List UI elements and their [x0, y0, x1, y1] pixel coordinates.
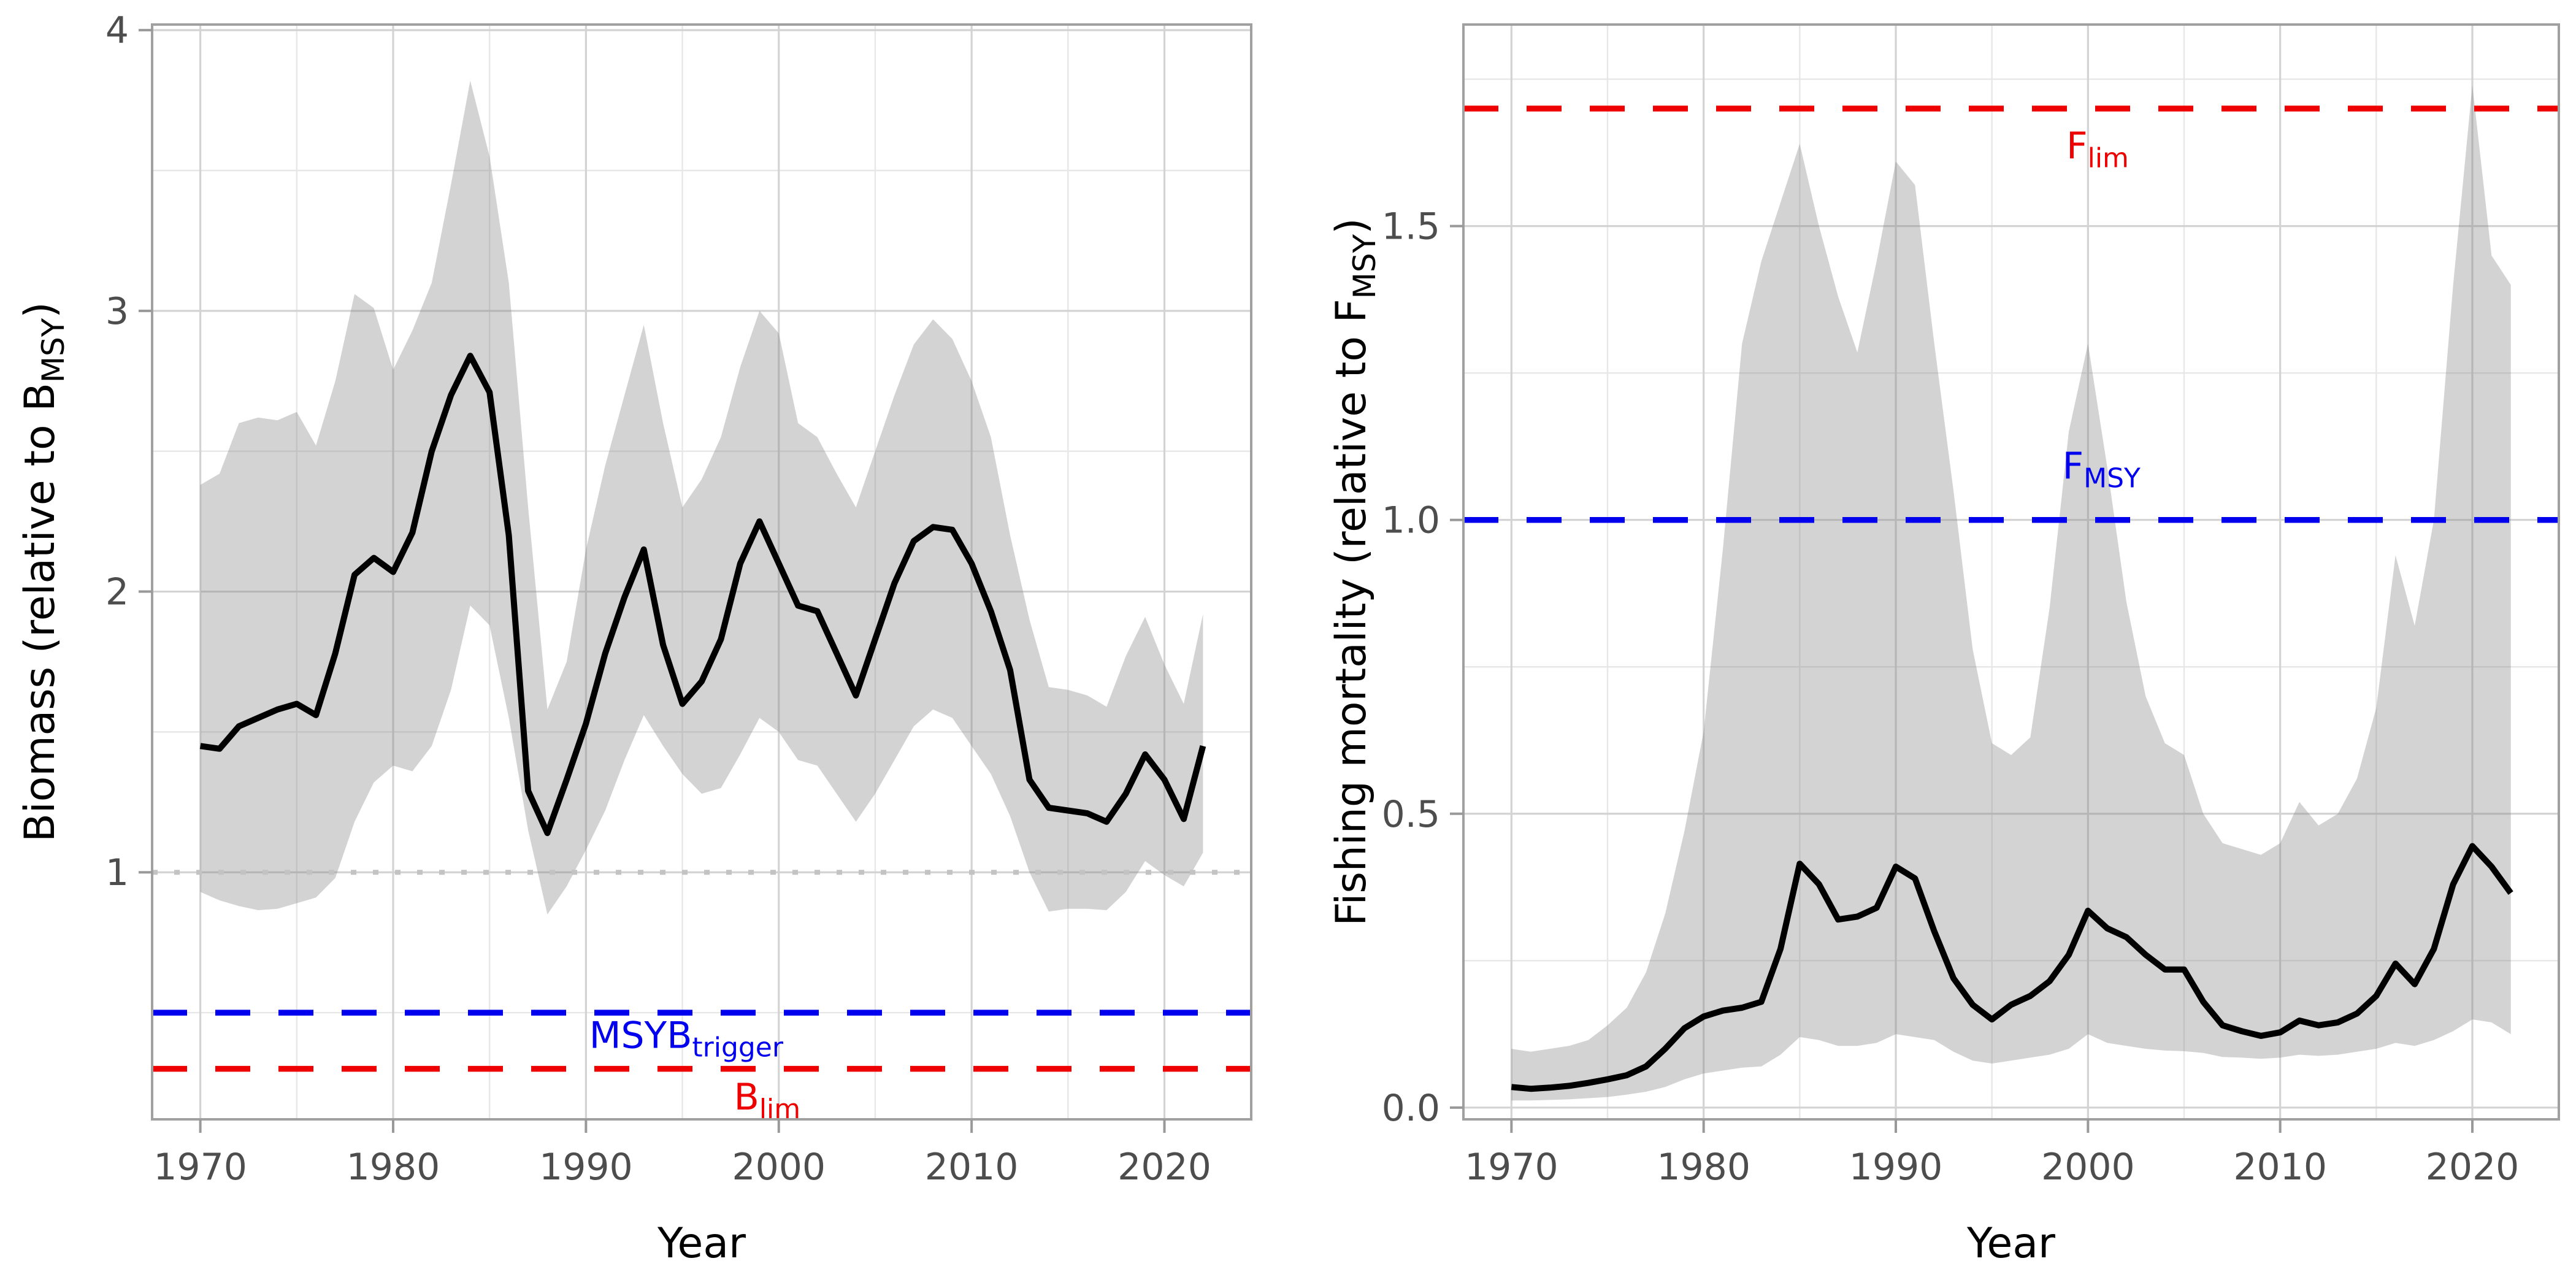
reference-label-FMSY: FMSY [2063, 445, 2141, 494]
y-tick-label: 0.0 [1382, 1087, 1440, 1130]
reference-label-MSYBtrigger: MSYBtrigger [589, 1014, 784, 1063]
x-tick-label: 2000 [2041, 1146, 2135, 1189]
panel-border [1462, 23, 2560, 1121]
y-axis-title: Fishing mortality (relative to FMSY) [1327, 218, 1382, 926]
x-tick-label: 2010 [925, 1146, 1019, 1189]
reference-label-Blim: Blim [734, 1076, 800, 1125]
x-axis-title: Year [657, 1219, 746, 1268]
x-tick-label: 1980 [347, 1146, 440, 1189]
x-tick-label: 2000 [732, 1146, 826, 1189]
x-tick-label: 1970 [1465, 1146, 1558, 1189]
x-tick-label: 2010 [2233, 1146, 2327, 1189]
x-axis-title: Year [1966, 1219, 2055, 1268]
x-tick-label: 1970 [153, 1146, 247, 1189]
y-tick-label: 0.5 [1382, 793, 1440, 836]
x-tick-label: 2020 [1117, 1146, 1211, 1189]
x-tick-label: 1990 [1849, 1146, 1943, 1189]
x-tick-label: 1990 [539, 1146, 633, 1189]
panel-border [151, 23, 1252, 1121]
fishing-mortality-panel: Flim FMSY 1970 1980 1990 2000 2010 2020 0.0 0.5 1.… [1327, 23, 2560, 1268]
y-tick-label: 1 [105, 851, 129, 894]
y-tick-label: 1.5 [1382, 205, 1440, 248]
y-tick-label: 2 [105, 571, 129, 614]
x-tick-label: 1980 [1657, 1146, 1750, 1189]
biomass-panel: MSYBtrigger Blim 1970 1980 1990 2000 2010 2020 1… [16, 9, 1252, 1268]
median-line [1511, 843, 2513, 1092]
y-tick-label: 4 [105, 9, 129, 52]
y-tick-label: 3 [105, 290, 129, 333]
confidence-ribbon [200, 80, 1203, 914]
y-tick-label: 1.0 [1382, 499, 1440, 542]
y-axis-title: Biomass (relative to BMSY) [16, 302, 71, 842]
median-line [199, 353, 1206, 837]
confidence-ribbon [1511, 85, 2511, 1101]
x-tick-label: 2020 [2426, 1146, 2520, 1189]
reference-label-Flim: Flim [2066, 125, 2129, 174]
